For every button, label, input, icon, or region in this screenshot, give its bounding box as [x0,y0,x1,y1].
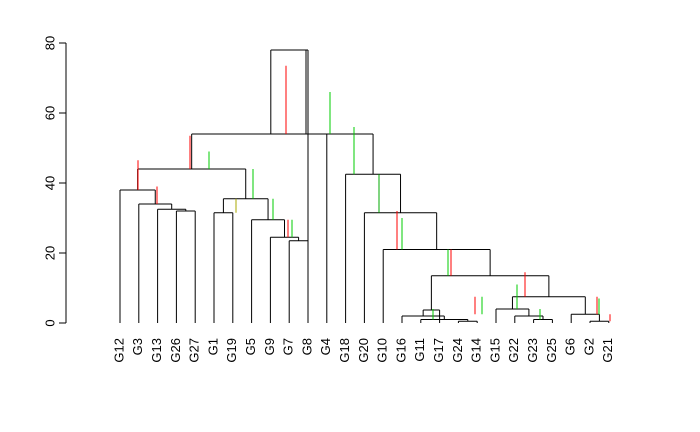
leaf-label: G19 [224,338,239,363]
leaf-label: G18 [337,338,352,363]
leaf-label: G22 [506,338,521,363]
dendrogram-tree [119,49,610,323]
leaf-label: G1 [205,338,220,355]
leaf-label: G9 [262,338,277,355]
leaf-label: G6 [563,338,578,355]
leaf-label: G25 [544,338,559,363]
leaf-label: G7 [281,338,296,355]
y-axis: 0 20 40 60 80 [42,36,67,327]
y-tick-label: 0 [42,319,57,326]
leaf-label: G10 [375,338,390,363]
y-tick-label: 20 [42,246,57,260]
leaf-label: G5 [243,338,258,355]
leaf-label: G2 [581,338,596,355]
leaf-label: G15 [487,338,502,363]
leaf-label: G20 [356,338,371,363]
leaf-label: G26 [168,338,183,363]
leaf-label: G12 [111,338,126,363]
leaf-labels: G12 G3 G13 G26 G27 G1 G19 G5 G9 G7 G8 G4 G18 G20 G10 G1… [111,338,615,363]
leaf-label: G13 [149,338,164,363]
leaf-label: G8 [299,338,314,355]
leaf-label: G17 [431,338,446,363]
y-tick-label: 40 [42,176,57,190]
leaf-label: G3 [130,338,145,355]
leaf-label: G4 [318,338,333,355]
y-tick-label: 60 [42,106,57,120]
leaf-label: G24 [450,338,465,363]
leaf-label: G27 [187,338,202,363]
colored-height-segments [137,50,611,322]
y-tick-label: 80 [42,36,57,50]
leaf-label: G14 [469,338,484,363]
leaf-label: G16 [393,338,408,363]
leaf-label: G21 [600,338,615,363]
leaf-label: G11 [412,338,427,362]
leaf-label: G23 [525,338,540,363]
